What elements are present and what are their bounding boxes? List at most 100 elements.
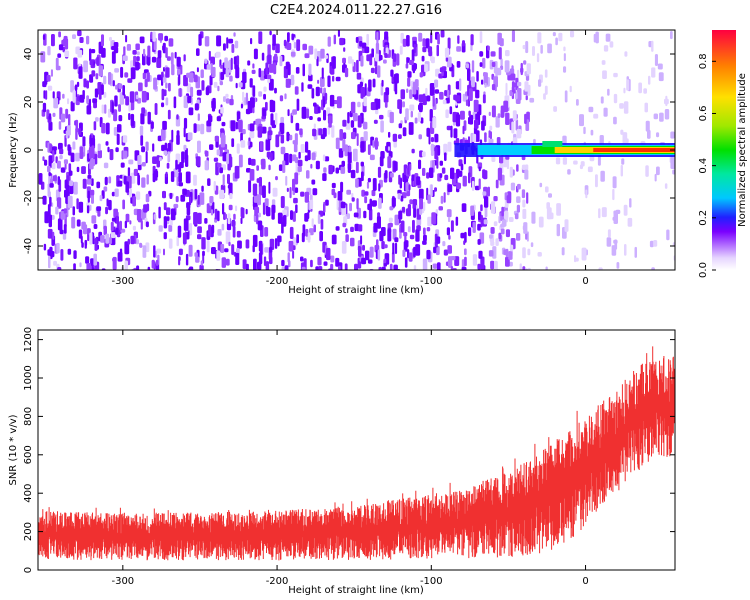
spectrogram-cell [405,63,409,69]
spectrogram-cell [263,86,267,92]
spectrogram-cell [402,101,405,108]
spectrogram-cell [204,58,208,64]
spectrogram-cell [129,220,132,225]
spectrogram-cell [253,258,257,270]
spectrogram-cell [319,231,323,242]
spectrogram-cell [125,34,128,43]
spectrogram-cell [236,55,240,66]
spectrogram-cell [165,97,169,106]
spectrogram-cell [158,206,161,219]
spectrogram-cell [434,187,437,192]
colorbar-tick-label: 0.0 [698,262,709,278]
spectrogram-cell [467,68,471,81]
spectrogram-cell [279,95,284,102]
spectrogram-cell [204,150,209,157]
spectrogram-cell [213,81,218,88]
spectrogram-cell [247,60,251,66]
spectrogram-cell [120,66,124,78]
spectrogram-cell [216,250,221,261]
spectrogram-cell [234,40,239,49]
spectrogram-cell [484,205,488,218]
spectrogram-cell [506,158,510,170]
spectrogram-cell [171,129,174,143]
spectrogram-cell [378,98,381,109]
spectrogram-cell [226,153,229,165]
spectrogram-cell [317,117,321,122]
spectrogram-cell [242,259,247,270]
spectrogram-cell [318,128,323,136]
spectrogram-cell [147,45,151,58]
spectrogram-cell [505,50,510,57]
spectrogram-cell [95,73,99,80]
spectrogram-cell [106,198,109,207]
spectrogram-cell [406,35,410,47]
spectrogram-cell [381,79,384,87]
spectrogram-cell [423,227,426,236]
spectrogram-cell [384,53,388,58]
spectrogram-cell [168,224,173,232]
spectrogram-cell [48,255,51,269]
spectrogram-cell [374,137,378,150]
spectrogram-cell [123,46,126,57]
spectrogram-cell [285,78,291,88]
spectrogram-cell [629,198,632,208]
spectrogram-cell [137,172,140,185]
spectrogram-cell [644,102,648,113]
spectrogram-cell [200,123,205,135]
spectrogram-cell [448,216,451,223]
spectrogram-cell [307,84,313,89]
spectrogram-cell [537,252,542,257]
spectrogram-cell [464,231,467,243]
spectrogram-cell [595,31,599,44]
spectrogram-cell [287,32,290,43]
spectrogram-cell [154,103,158,115]
spectrogram-cell [398,123,403,129]
spectrogram-cell [419,198,423,210]
spectrogram-cell [442,241,446,247]
spectrogram-cell [97,143,101,151]
spectrogram-cell [152,143,155,152]
spectrogram-cell [268,78,274,91]
spectrogram-cell [125,213,130,223]
spectrogram-cell [302,43,307,51]
spectrogram-cell [440,195,444,204]
spectrogram-cell [52,175,57,182]
spectrogram-cell [56,242,60,254]
spectrogram-cell [461,266,467,270]
spectrogram-cell [178,74,181,85]
spectrogram-cell [648,75,651,85]
spectrogram-cell [89,48,92,62]
spectrogram-cell [63,224,67,234]
spectrogram-cell [517,69,520,79]
spectrogram-cell [242,91,245,102]
spectrogram-cell [225,258,230,266]
spectrogram-cell [286,131,290,142]
spectrogram-cell [340,181,344,193]
spectrogram-cell [267,74,272,80]
spectrogram-cell [166,216,170,221]
spectrogram-cell [308,74,313,82]
spectrogram-cell [478,250,483,259]
spectrogram-cell [79,146,84,159]
spectrogram-cell [250,38,253,45]
spectrogram-cell [177,225,182,238]
spectrogram-cell [439,160,443,166]
spectrogram-cell [379,156,384,167]
spectrogram-cell [376,31,379,45]
spectrogram-cell [521,189,526,199]
spectrogram-cell [364,191,369,196]
spectrogram-cell [607,229,611,238]
spectrogram-cell [378,197,382,209]
spectrogram-cell [521,164,527,170]
spectrogram-cell [130,113,135,127]
spectrogram-cell [357,115,362,128]
spectrogram-cell [405,108,409,121]
spectrogram-cell [345,234,349,242]
spectrogram-cell [197,113,200,121]
spectrogram-cell [500,223,505,228]
spectrogram-cell [114,95,118,107]
spectrogram-cell [605,33,611,42]
spectrogram-cell [432,95,435,107]
spectrogram-cell [215,269,219,270]
spectrogram-cell [170,52,174,65]
